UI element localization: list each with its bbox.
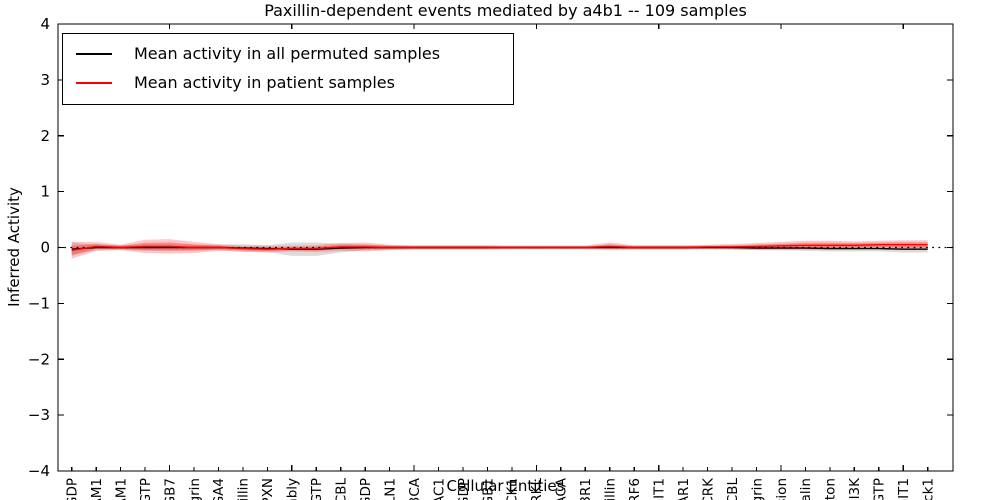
svg-text:ITGA4: ITGA4	[211, 478, 227, 500]
legend-item-permuted: Mean activity in all permuted samples	[73, 39, 503, 68]
svg-text:−2: −2	[28, 350, 50, 368]
svg-text:lamellipodium assembly: lamellipodium assembly	[285, 478, 301, 500]
svg-text:PI3K: PI3K	[847, 477, 863, 500]
svg-text:p130Cas/Crk/Dock1: p130Cas/Crk/Dock1	[921, 478, 937, 500]
svg-text:PXN: PXN	[260, 478, 276, 500]
svg-text:DOCK1: DOCK1	[505, 478, 521, 500]
svg-text:CBL: CBL	[334, 478, 350, 500]
svg-text:VCAM1: VCAM1	[89, 478, 105, 500]
svg-text:alpha4/beta1 Integrin: alpha4/beta1 Integrin	[749, 478, 765, 500]
svg-text:PRKACA: PRKACA	[554, 477, 570, 500]
svg-text:cell adhesion: cell adhesion	[774, 478, 790, 500]
svg-text:GIT1: GIT1	[652, 478, 668, 500]
svg-text:CRKL: CRKL	[529, 478, 545, 500]
patient-mean-line	[71, 243, 928, 251]
svg-text:ARF6/GTP: ARF6/GTP	[872, 478, 888, 500]
svg-text:0: 0	[40, 239, 50, 257]
svg-text:Rac1/GDP: Rac1/GDP	[358, 478, 374, 500]
legend: Mean activity in all permuted samples Me…	[62, 33, 514, 105]
patient-band	[71, 239, 928, 259]
svg-text:TLN1: TLN1	[382, 478, 398, 500]
legend-label-patient: Mean activity in patient samples	[134, 73, 395, 92]
svg-text:alpha4/beta1 Integrin/Paxillin: alpha4/beta1 Integrin/Paxillin/Talin	[798, 478, 814, 500]
svg-text:ARF6/GDP: ARF6/GDP	[456, 478, 472, 500]
svg-text:3: 3	[40, 71, 50, 89]
y-axis-ticks: −4 −3 −2 −1 0 1 2 3 4	[28, 15, 953, 480]
svg-text:Rac1/GTP: Rac1/GTP	[309, 478, 325, 500]
x-category-labels: mol:GDP VCAM1 alpha4/beta1 Integrin/Paxill…	[65, 477, 937, 500]
svg-text:PIK3R1: PIK3R1	[578, 478, 594, 500]
svg-text:−3: −3	[28, 406, 50, 424]
svg-text:mol:GDP: mol:GDP	[65, 478, 81, 500]
svg-text:4: 4	[40, 15, 50, 33]
svg-text:CRKL/CBL: CRKL/CBL	[725, 478, 741, 500]
plot-border	[57, 23, 954, 472]
svg-text:2: 2	[40, 127, 50, 145]
svg-text:alpha4/beta1 Integrin/Paxillin: alpha4/beta1 Integrin/Paxillin/GIT1	[896, 478, 912, 500]
y-axis-label: Inferred Activity	[5, 187, 23, 307]
svg-text:ITGB1: ITGB1	[480, 478, 496, 500]
chart-title: Paxillin-dependent events mediated by a4…	[264, 1, 747, 20]
svg-text:alpha4/beta1 Integrin/Paxillin: alpha4/beta1 Integrin/Paxillin/Talin/Act…	[823, 478, 839, 500]
svg-text:−4: −4	[28, 462, 50, 480]
legend-label-permuted: Mean activity in all permuted samples	[134, 44, 441, 63]
x-axis-label: Cellular Entities	[446, 477, 565, 495]
svg-text:mol:GTP: mol:GTP	[138, 478, 154, 500]
svg-text:RAC1: RAC1	[431, 478, 447, 500]
svg-text:alpha4/beta7 Integrin/Paxillin: alpha4/beta7 Integrin/Paxillin	[236, 478, 252, 500]
svg-text:alpha4/beta7 Integrin: alpha4/beta7 Integrin	[187, 478, 203, 500]
svg-text:alpha4/beta1 Integrin/Paxillin: alpha4/beta1 Integrin/Paxillin	[603, 478, 619, 500]
patient-line-swatch	[76, 81, 112, 84]
svg-text:ARF6: ARF6	[627, 478, 643, 500]
svg-text:1: 1	[40, 183, 50, 201]
svg-text:PIK3CA: PIK3CA	[407, 477, 423, 500]
svg-text:ITGB7: ITGB7	[162, 478, 178, 500]
svg-text:−1: −1	[28, 295, 50, 313]
permuted-band	[71, 242, 928, 256]
svg-text:alpha4/beta1 Integrin/Paxillin: alpha4/beta1 Integrin/Paxillin/VCAM1	[113, 478, 129, 500]
permuted-line-swatch	[76, 52, 112, 55]
legend-item-patient: Mean activity in patient samples	[73, 68, 503, 97]
svg-text:BCAR1: BCAR1	[676, 478, 692, 500]
svg-text:CRK: CRK	[700, 477, 716, 500]
